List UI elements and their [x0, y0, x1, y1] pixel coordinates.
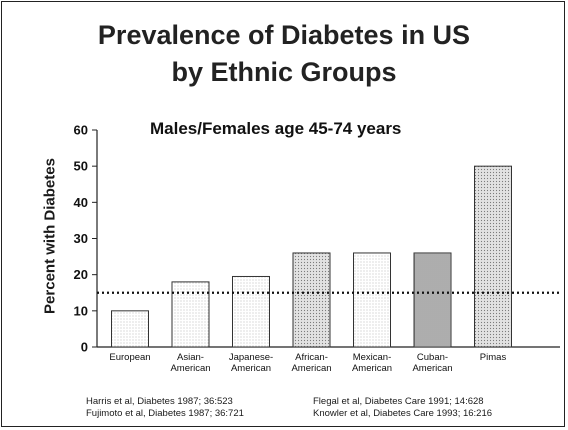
y-tick-label: 30	[74, 231, 88, 246]
y-tick-label: 50	[74, 159, 88, 174]
y-tick-label: 40	[74, 195, 88, 210]
y-tick-label: 0	[81, 340, 88, 355]
y-tick-label: 10	[74, 303, 88, 318]
x-tick-label: Japanese-	[229, 352, 273, 363]
x-tick-label: Asian-	[177, 352, 204, 363]
x-tick-label: European	[109, 352, 150, 363]
bar	[111, 310, 149, 348]
y-tick-label: 20	[74, 267, 88, 282]
x-tick-label: Pimas	[480, 352, 507, 363]
bar	[232, 275, 270, 348]
x-tick-label: American	[412, 363, 452, 374]
slide-title-line2: by Ethnic Groups	[171, 57, 397, 87]
y-tick-label: 60	[74, 123, 88, 138]
bar	[413, 252, 452, 348]
references-right: Flegal et al, Diabetes Care 1991; 14:628…	[313, 396, 492, 420]
reference-harris: Harris et al, Diabetes 1987; 36:523	[86, 396, 233, 407]
bar	[292, 252, 331, 348]
x-tick-label: American	[291, 363, 331, 374]
x-tick-label: African-	[295, 352, 328, 363]
x-tick-label: Cuban-	[417, 352, 448, 363]
bar	[474, 165, 512, 348]
references-left: Harris et al, Diabetes 1987; 36:523 Fuji…	[86, 396, 244, 420]
slide-title-line1: Prevalence of Diabetes in US	[97, 20, 471, 50]
x-tick-label: American	[231, 363, 271, 374]
chart-subtitle: Males/Females age 45-74 years	[150, 119, 402, 138]
x-tick-label: American	[352, 363, 392, 374]
x-tick-label: Mexican-	[353, 352, 392, 363]
reference-knowler: Knowler et al, Diabetes Care 1993; 16:21…	[313, 408, 493, 419]
bar	[353, 252, 391, 348]
reference-fujimoto: Fujimoto et al, Diabetes 1987; 36:721	[86, 408, 244, 419]
reference-flegal: Flegal et al, Diabetes Care 1991; 14:628	[313, 396, 484, 407]
x-tick-label: American	[170, 363, 210, 374]
